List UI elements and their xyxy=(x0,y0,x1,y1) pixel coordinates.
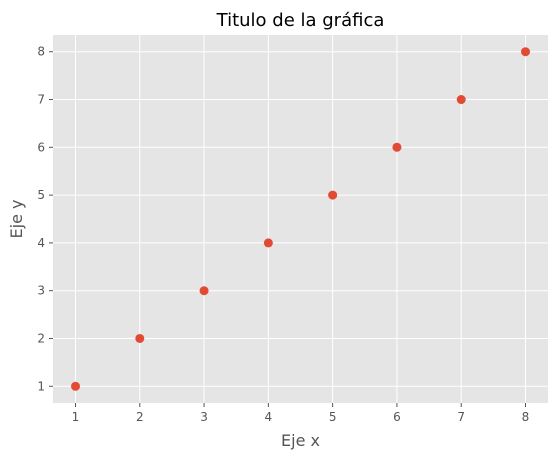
scatter-point xyxy=(199,286,209,296)
x-tick-label: 6 xyxy=(393,410,401,424)
y-tick-label: 1 xyxy=(37,379,45,393)
x-tick-label: 2 xyxy=(136,410,144,424)
grid-lines xyxy=(53,35,548,403)
y-tick-label: 5 xyxy=(37,188,45,202)
y-tick-label: 4 xyxy=(37,236,45,250)
y-tick-label: 3 xyxy=(37,284,45,298)
chart-title: Titulo de la gráfica xyxy=(216,10,385,31)
x-tick-label: 8 xyxy=(522,410,530,424)
axis-ticks: 1 2 3 4 5 6 7 8 1 2 3 4 5 6 7 8 xyxy=(37,45,529,424)
x-axis-label: Eje x xyxy=(281,431,320,450)
scatter-point xyxy=(135,333,145,343)
scatter-point xyxy=(521,47,530,57)
data-points xyxy=(71,47,530,391)
x-tick-label: 4 xyxy=(265,410,273,424)
x-tick-label: 3 xyxy=(200,410,208,424)
scatter-point xyxy=(392,142,402,152)
scatter-point xyxy=(456,95,466,105)
y-tick-label: 8 xyxy=(37,45,45,59)
x-tick-label: 1 xyxy=(72,410,80,424)
y-tick-label: 2 xyxy=(37,331,45,345)
y-tick-label: 7 xyxy=(37,93,45,107)
x-tick-label: 7 xyxy=(457,410,465,424)
x-tick-label: 5 xyxy=(329,410,337,424)
y-tick-label: 6 xyxy=(37,140,45,154)
scatter-point xyxy=(71,381,80,391)
scatter-point xyxy=(328,190,338,200)
scatter-point xyxy=(263,238,273,248)
plot-area xyxy=(53,35,548,403)
y-axis-label: Eje y xyxy=(7,200,26,239)
